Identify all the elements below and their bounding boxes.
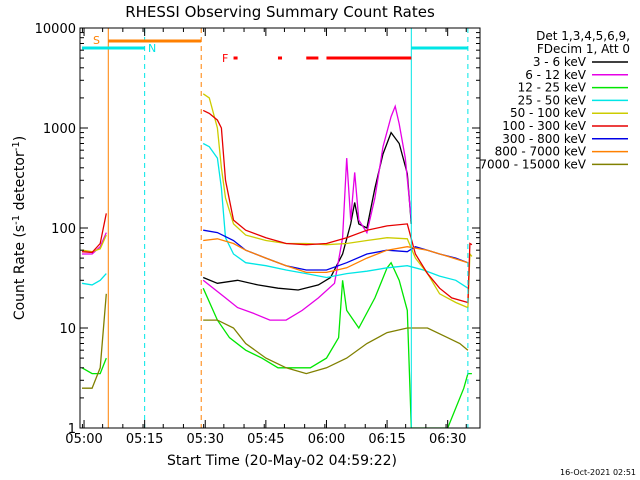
x-tick-label: 05:15 xyxy=(126,432,163,447)
series-line-3 xyxy=(202,261,472,428)
marker-layer xyxy=(107,28,469,428)
legend-label-3: 12 - 25 keV xyxy=(518,81,587,95)
series-line-2 xyxy=(202,104,412,321)
x-tick-label: 05:00 xyxy=(65,432,102,447)
y-tick-label: 1 xyxy=(68,422,76,437)
y-tick-label: 10000 xyxy=(35,22,76,37)
x-tick-label: 06:15 xyxy=(368,432,405,447)
series-line-9 xyxy=(82,293,107,389)
footer-date: 16-Oct-2021 02:51 xyxy=(560,468,636,477)
legend-label-5: 50 - 100 keV xyxy=(510,106,587,120)
y-tick-label: 100 xyxy=(51,222,76,237)
legend-header-line2: FDecim 1, Att 0 xyxy=(537,42,630,56)
saa-flag-label: S xyxy=(93,34,100,47)
series-line-3 xyxy=(81,357,107,375)
legend-label-6: 100 - 300 keV xyxy=(502,119,586,133)
legend-label-1: 3 - 6 keV xyxy=(533,55,587,69)
flag-layer: S N F xyxy=(82,34,468,65)
axis-layer: 05:00 05:15 05:30 05:45 06:00 06:15 06:30 1 10 10… xyxy=(35,22,480,447)
night-flag-label: N xyxy=(148,42,156,55)
series-line-6 xyxy=(202,109,473,304)
x-tick-label: 06:00 xyxy=(308,432,345,447)
legend-label-4: 25 - 50 keV xyxy=(518,93,587,107)
flare-flag-label: F xyxy=(222,52,228,65)
series-line-5 xyxy=(202,93,473,309)
x-tick-label: 06:30 xyxy=(429,432,466,447)
y-label-part1: Count Rate (s xyxy=(12,225,28,320)
y-axis-label: Count Rate (s-1 detector-1) xyxy=(11,136,28,320)
series-line-1 xyxy=(202,131,412,291)
x-tick-label: 05:30 xyxy=(187,432,224,447)
y-label-sup2: -1 xyxy=(11,141,22,151)
y-label-part2: detector xyxy=(12,151,28,215)
legend-label-2: 6 - 12 keV xyxy=(525,68,587,82)
legend-label-9: 7000 - 15000 keV xyxy=(479,157,586,171)
y-label-part3: ) xyxy=(12,136,28,141)
y-tick-label: 10 xyxy=(59,322,76,337)
y-label-sup1: -1 xyxy=(11,215,22,225)
chart-title: RHESSI Observing Summary Count Rates xyxy=(125,3,435,21)
series-layer xyxy=(81,93,473,428)
legend-header-line1: Det 1,3,4,5,6,9, xyxy=(536,29,630,43)
series-line-4 xyxy=(202,142,469,289)
legend: Det 1,3,4,5,6,9, FDecim 1, Att 0 3 - 6 k… xyxy=(479,29,630,171)
series-line-4 xyxy=(81,273,107,286)
y-tick-label: 1000 xyxy=(43,122,76,137)
legend-label-7: 300 - 800 keV xyxy=(502,132,586,146)
series-line-8 xyxy=(203,238,469,274)
x-axis-label: Start Time (20-May-02 04:59:22) xyxy=(167,453,397,469)
series-line-6 xyxy=(81,213,107,254)
x-tick-label: 05:45 xyxy=(247,432,284,447)
legend-label-8: 800 - 7000 keV xyxy=(495,145,587,159)
series-line-9 xyxy=(203,319,469,375)
series-line-5 xyxy=(81,234,107,253)
